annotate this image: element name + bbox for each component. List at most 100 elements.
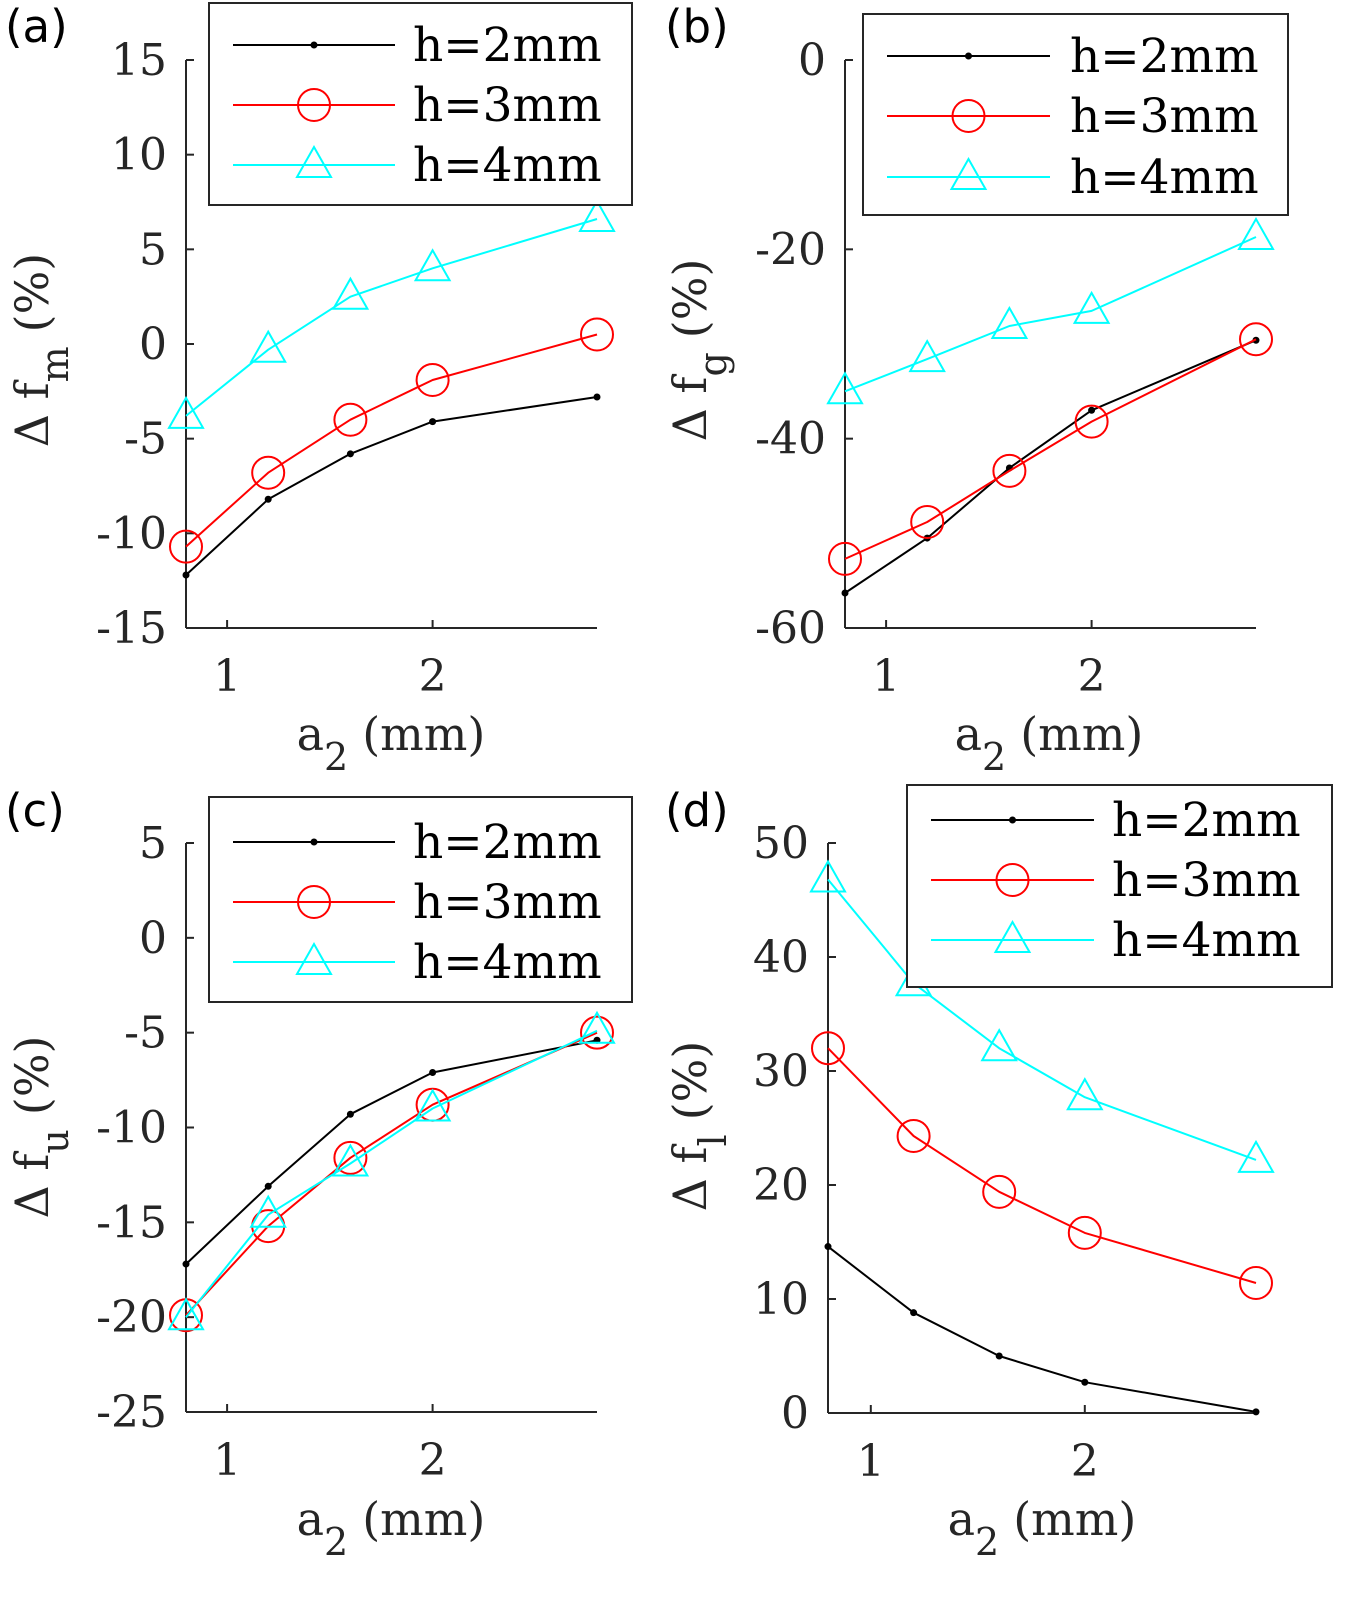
legend-h-3mm-label: h=3mm <box>1112 853 1301 908</box>
x-axis-label-base: a <box>297 707 324 761</box>
y-tick-label: 0 <box>139 319 167 370</box>
series-h-3mm-marker <box>169 529 203 564</box>
panel-label: (a) <box>5 0 68 53</box>
legend-h-3mm-item: h=3mm <box>887 89 1259 144</box>
series-h-4mm-marker <box>578 198 616 232</box>
legend-h-2mm-label: h=2mm <box>413 815 602 870</box>
series-h-2mm <box>841 336 1260 597</box>
y-axis-label: Δ fm (%) <box>5 253 77 448</box>
series-h-4mm-line <box>185 218 598 417</box>
series-h-3mm-marker <box>1074 404 1109 439</box>
series-h-2mm-marker <box>1088 406 1096 414</box>
series-h-4mm-marker <box>167 395 205 429</box>
series-h-4mm-marker <box>413 248 452 282</box>
y-axis-label-subscript: l <box>691 1134 735 1146</box>
axes: -60 -40 -20 0 1 2 <box>755 35 1256 702</box>
legend-h-4mm-label: h=4mm <box>413 935 602 990</box>
legend-h-4mm-label: h=4mm <box>1112 913 1301 968</box>
series-h-4mm-line <box>844 236 1257 393</box>
legend-h-3mm-item: h=3mm <box>931 853 1301 908</box>
legend-h-4mm-label: h=4mm <box>1070 150 1259 205</box>
legend-h-2mm-marker <box>310 41 318 49</box>
legend-h-2mm-marker <box>965 52 972 60</box>
y-tick-label: 0 <box>781 1388 809 1439</box>
y-tick-label: -60 <box>755 603 826 654</box>
y-axis-label-subscript: g <box>691 352 735 376</box>
x-axis-label-unit: (mm) <box>362 1492 485 1546</box>
series-h-2mm-marker <box>346 450 354 458</box>
series-h-3mm-line <box>185 1031 598 1316</box>
y-tick-label: -40 <box>755 414 826 465</box>
legend-h-2mm-marker <box>310 838 318 846</box>
legend-h-4mm-marker <box>949 156 988 190</box>
legend-h-4mm-marker <box>295 144 333 178</box>
series-h-2mm-marker <box>264 1182 272 1190</box>
panel-label: (d) <box>665 784 729 837</box>
y-axis-label: Δ fl (%) <box>663 1041 735 1212</box>
series-h-2mm <box>182 393 601 579</box>
series-h-4mm-marker <box>578 1010 616 1044</box>
series-h-4mm-marker <box>980 1028 1018 1062</box>
series-h-2mm-marker <box>346 1110 354 1118</box>
y-tick-label: -25 <box>96 1387 167 1438</box>
series-h-3mm-marker <box>982 1174 1017 1209</box>
series-h-3mm-marker <box>415 362 450 397</box>
legend-h-4mm-marker <box>993 919 1032 953</box>
y-axis-label-subscript: m <box>33 346 77 382</box>
legend-h-2mm-item: h=2mm <box>233 815 602 870</box>
series-h-3mm-line <box>185 333 598 548</box>
series-h-3mm <box>828 322 1273 576</box>
series-h-3mm-marker <box>811 1031 845 1066</box>
y-tick-label: 5 <box>139 818 167 869</box>
legend-h-3mm-marker <box>951 99 986 133</box>
x-axis-label-unit: (mm) <box>1020 707 1143 761</box>
x-tick-label: 1 <box>213 1435 241 1486</box>
x-tick-label: 2 <box>1078 651 1106 702</box>
series-h-4mm-line <box>185 1029 598 1318</box>
x-axis-label: a2 (mm) <box>297 707 486 779</box>
x-tick-label: 2 <box>1071 1436 1099 1487</box>
x-axis-label: a2 (mm) <box>297 1492 486 1564</box>
legend-h-3mm-item: h=3mm <box>233 78 602 133</box>
series-h-4mm-marker <box>249 1194 287 1228</box>
series-h-3mm-line <box>827 1047 1257 1284</box>
series-h-3mm-marker <box>580 1015 614 1050</box>
series-h-2mm-marker <box>593 393 601 401</box>
legend-h-4mm-item: h=4mm <box>931 913 1301 968</box>
series-h-3mm-marker <box>333 402 368 437</box>
series-h-3mm-marker <box>828 541 862 576</box>
legend-h-3mm-label: h=3mm <box>413 78 602 133</box>
legend-box <box>906 784 1333 988</box>
y-axis-label-base: Δ f <box>663 374 717 442</box>
series-h-4mm-marker <box>809 859 847 893</box>
y-tick-label: -15 <box>96 603 167 654</box>
series-h-3mm-marker <box>1239 322 1273 357</box>
y-tick-label: -10 <box>96 1103 167 1154</box>
x-axis-label-base: a <box>948 1492 975 1546</box>
panel-label: (b) <box>665 0 729 53</box>
legend-h-2mm-marker <box>1009 816 1016 824</box>
x-tick-label: 1 <box>213 651 241 702</box>
x-axis-label-base: a <box>955 707 982 761</box>
y-axis-label-unit: (%) <box>663 259 717 339</box>
legend-h-3mm-label: h=3mm <box>1070 89 1259 144</box>
y-tick-label: -5 <box>124 414 167 465</box>
series-h-4mm-marker <box>990 305 1029 339</box>
y-axis-label: Δ fg (%) <box>663 259 735 442</box>
legend-h-3mm-item: h=3mm <box>233 875 602 930</box>
series-h-3mm <box>169 1015 614 1333</box>
series-h-3mm-marker <box>896 1118 931 1153</box>
legend-h-4mm-label: h=4mm <box>413 138 602 193</box>
series-h-2mm-marker <box>910 1309 918 1317</box>
series-h-4mm-line <box>827 878 1257 1161</box>
series-h-3mm-marker <box>1239 1266 1273 1301</box>
series-h-3mm-marker <box>910 504 945 539</box>
y-tick-label: 15 <box>111 35 167 86</box>
series-h-4mm-marker <box>413 1088 452 1122</box>
series-h-4mm-marker <box>1072 290 1111 324</box>
y-tick-label: 0 <box>139 913 167 964</box>
y-tick-label: 40 <box>753 932 809 983</box>
